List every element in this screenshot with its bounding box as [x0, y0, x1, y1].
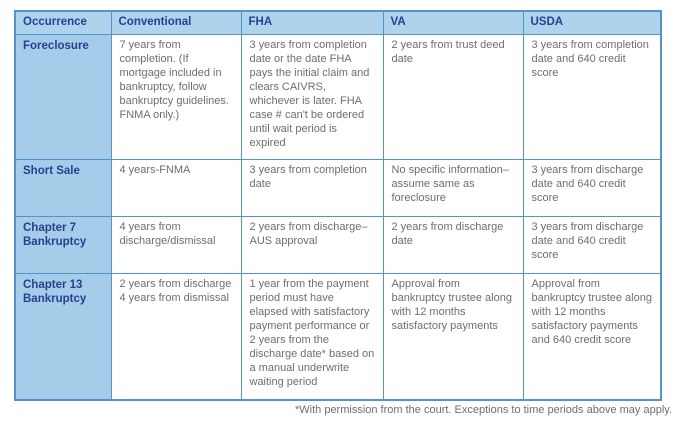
cell-chapter-7-usda: 3 years from discharge date and 640 cred… — [522, 215, 662, 274]
column-header-usda: USDA — [522, 10, 662, 35]
cell-chapter-7-conventional: 4 years from discharge/dismissal — [110, 215, 242, 274]
row-label-short-sale: Short Sale — [14, 158, 112, 217]
cell-chapter-13-conventional: 2 years from discharge 4 years from dism… — [110, 272, 242, 401]
header-row: Occurrence Conventional FHA VA USDA — [14, 10, 662, 35]
cell-foreclosure-usda: 3 years from completion date and 640 cre… — [522, 33, 662, 160]
cell-foreclosure-va: 2 years from trust deed date — [382, 33, 524, 160]
cell-chapter-13-usda: Approval from bankruptcy trustee along w… — [522, 272, 662, 401]
cell-chapter-7-va: 2 years from discharge date — [382, 215, 524, 274]
cell-short-sale-va: No specific information–assume same as f… — [382, 158, 524, 217]
column-header-va: VA — [382, 10, 524, 35]
cell-foreclosure-conventional: 7 years from completion. (If mortgage in… — [110, 33, 242, 160]
cell-short-sale-usda: 3 years from discharge date and 640 cred… — [522, 158, 662, 217]
column-header-fha: FHA — [240, 10, 384, 35]
waiting-periods-table: Occurrence Conventional FHA VA USDA Fore… — [14, 10, 662, 401]
row-label-chapter-7: Chapter 7 Bankruptcy — [14, 215, 112, 274]
footnote: *With permission from the court. Excepti… — [294, 404, 672, 416]
column-header-conventional: Conventional — [110, 10, 242, 35]
table-row-chapter-13: Chapter 13 Bankruptcy 2 years from disch… — [14, 272, 662, 401]
table-row-foreclosure: Foreclosure 7 years from completion. (If… — [14, 33, 662, 160]
row-label-chapter-13: Chapter 13 Bankruptcy — [14, 272, 112, 401]
table-row-chapter-7: Chapter 7 Bankruptcy 4 years from discha… — [14, 215, 662, 274]
cell-chapter-13-va: Approval from bankruptcy trustee along w… — [382, 272, 524, 401]
row-label-foreclosure: Foreclosure — [14, 33, 112, 160]
table-row-short-sale: Short Sale 4 years-FNMA 3 years from com… — [14, 158, 662, 217]
column-header-occurrence: Occurrence — [14, 10, 112, 35]
cell-short-sale-fha: 3 years from completion date — [240, 158, 384, 217]
cell-chapter-13-fha: 1 year from the payment period must have… — [240, 272, 384, 401]
cell-foreclosure-fha: 3 years from completion date or the date… — [240, 33, 384, 160]
cell-short-sale-conventional: 4 years-FNMA — [110, 158, 242, 217]
cell-chapter-7-fha: 2 years from discharge–AUS approval — [240, 215, 384, 274]
